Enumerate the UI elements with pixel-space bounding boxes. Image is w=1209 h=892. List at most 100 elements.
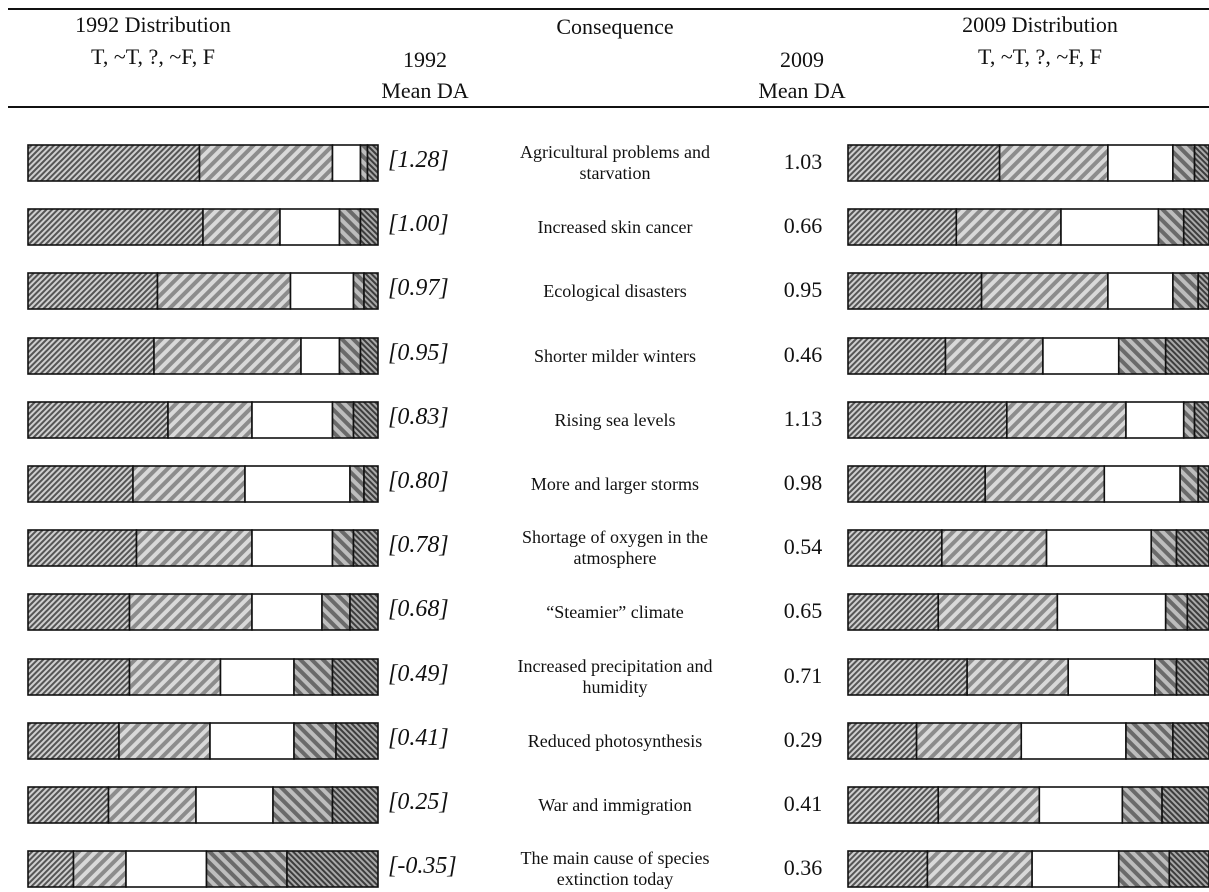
bar-1992-row8-nF	[321, 593, 351, 631]
bar-2009-row8-F	[1186, 593, 1209, 631]
bar-2009-row10-F	[1172, 722, 1209, 760]
mean-2009-value: 0.98	[783, 470, 823, 495]
header-rule	[8, 106, 1209, 108]
bar-2009-row9-nT	[966, 658, 1070, 696]
bar-1992-row9-T	[27, 658, 131, 696]
bar-1992-row2-nT	[202, 208, 281, 246]
bar-1992-row1-F	[366, 144, 379, 182]
bar-2009-row10-nT	[915, 722, 1023, 760]
bars-2009	[847, 144, 1209, 888]
bar-1992-row10-nT	[118, 722, 211, 760]
mean-2009-value: 0.29	[783, 727, 823, 752]
bar-1992-row1-nT	[198, 144, 334, 182]
bar-2009-row2-nF	[1157, 208, 1185, 246]
header-2009-mean-year: 2009	[780, 47, 824, 72]
bar-2009-row8-nT	[937, 593, 1059, 631]
bar-1992-row9-F	[331, 658, 379, 696]
bar-2009-row9-nF	[1154, 658, 1178, 696]
bar-2009-row7-unsure	[1045, 529, 1153, 567]
bar-2009-row6-T	[847, 465, 986, 503]
bar-1992-row4-nT	[153, 337, 302, 375]
bar-2009-row4-nT	[944, 337, 1044, 375]
top-rule	[8, 8, 1209, 10]
consequence-label: “Steamier” climate	[546, 601, 684, 622]
bar-1992-row8-T	[27, 593, 131, 631]
bar-2009-row5-nF	[1182, 401, 1196, 439]
header-1992-title: 1992 Distribution	[75, 12, 231, 37]
bar-1992-row12-nT	[72, 850, 127, 888]
bar-2009-row3-nT	[980, 272, 1109, 310]
bar-2009-row3-nF	[1172, 272, 1199, 310]
bar-2009-row12-F	[1168, 850, 1209, 888]
mean-1992-value: [1.00]	[388, 211, 449, 237]
bar-1992-row12-nF	[205, 850, 288, 888]
bar-2009-row10-unsure	[1020, 722, 1127, 760]
bar-1992-row12-F	[286, 850, 379, 888]
bar-2009-row11-unsure	[1038, 786, 1124, 824]
bar-2009-row6-nT	[984, 465, 1106, 503]
mean-1992-value: [0.49]	[388, 661, 449, 687]
header-1992-categories: T, ~T, ?, ~F, F	[91, 44, 215, 69]
bar-1992-row4-unsure	[300, 337, 341, 375]
mean-1992-value: [-0.35]	[388, 853, 457, 879]
mean-2009-value: 0.41	[783, 791, 823, 816]
bar-1992-row2-F	[359, 208, 379, 246]
consequence-label: Ecological disasters	[543, 280, 687, 301]
bar-2009-row10-T	[847, 722, 918, 760]
bar-2009-row2-nT	[955, 208, 1062, 246]
bar-2009-row6-unsure	[1103, 465, 1181, 503]
bar-2009-row9-T	[847, 658, 968, 696]
bar-2009-row2-T	[847, 208, 958, 246]
bar-2009-row11-nF	[1121, 786, 1163, 824]
bar-2009-row12-unsure	[1031, 850, 1120, 888]
bar-2009-row5-nT	[1006, 401, 1127, 439]
bar-1992-row1-nF	[359, 144, 369, 182]
consequence-label: Shortage of oxygen in the atmosphere	[522, 527, 708, 568]
bar-2009-row1-T	[847, 144, 1001, 182]
bar-2009-row7-T	[847, 529, 943, 567]
mean-2009-value: 0.46	[783, 342, 823, 367]
header-2009-mean-label: Mean DA	[758, 78, 846, 103]
bar-2009-row3-T	[847, 272, 983, 310]
bar-1992-row11-unsure	[195, 786, 274, 824]
bar-2009-row4-F	[1164, 337, 1209, 375]
bar-1992-row5-F	[352, 401, 379, 439]
bar-2009-row2-F	[1182, 208, 1209, 246]
bar-1992-row8-nT	[128, 593, 253, 631]
header-1992-mean-year: 1992	[403, 47, 447, 72]
bar-1992-row12-unsure	[125, 850, 208, 888]
bar-1992-row3-nF	[352, 272, 365, 310]
mean-1992-value: [0.25]	[388, 789, 449, 815]
mean-1992-value: [0.68]	[388, 596, 449, 622]
bar-1992-row6-F	[363, 465, 379, 503]
bars-1992	[27, 144, 379, 888]
bar-1992-row8-unsure	[251, 593, 323, 631]
bar-2009-row2-unsure	[1060, 208, 1160, 246]
bar-2009-row10-nF	[1125, 722, 1174, 760]
bar-1992-row7-F	[352, 529, 379, 567]
mean-1992-value: [0.97]	[388, 275, 449, 301]
header-1992-mean-label: Mean DA	[381, 78, 469, 103]
bar-1992-row10-T	[27, 722, 120, 760]
bar-2009-row1-nF	[1172, 144, 1196, 182]
bar-2009-row6-F	[1197, 465, 1209, 503]
bar-2009-row12-nT	[926, 850, 1033, 888]
header-consequence: Consequence	[556, 14, 674, 39]
bar-2009-row8-unsure	[1056, 593, 1167, 631]
consequence-label: Increased skin cancer	[537, 216, 693, 237]
consequence-label: Increased precipitation and humidity	[517, 656, 713, 697]
bar-2009-row8-T	[847, 593, 940, 631]
consequence-label: War and immigration	[538, 794, 692, 815]
bar-2009-row4-unsure	[1042, 337, 1120, 375]
bar-2009-row5-unsure	[1125, 401, 1185, 439]
mean-2009-value: 0.95	[783, 277, 823, 302]
bar-1992-row6-nT	[132, 465, 246, 503]
bar-2009-row11-T	[847, 786, 940, 824]
mean-1992-value: [1.28]	[388, 147, 449, 173]
bar-1992-row11-nT	[107, 786, 197, 824]
bar-1992-row9-nF	[293, 658, 334, 696]
bar-2009-row8-nF	[1164, 593, 1189, 631]
bar-1992-row11-T	[27, 786, 110, 824]
bar-2009-row7-F	[1175, 529, 1209, 567]
